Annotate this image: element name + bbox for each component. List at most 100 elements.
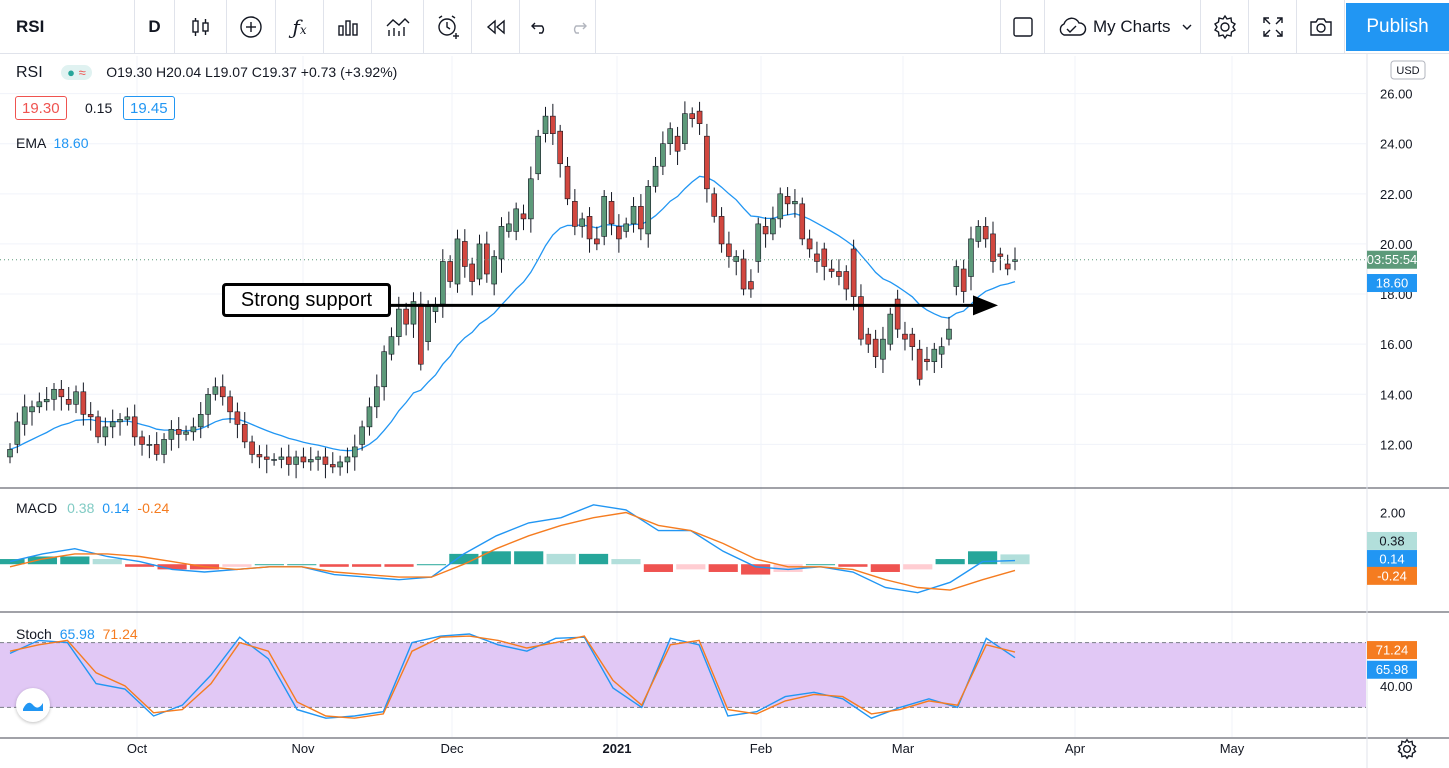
- bid-button[interactable]: 19.30: [15, 96, 67, 120]
- candle-body-68: [506, 223, 512, 232]
- interval-button[interactable]: D: [135, 0, 175, 53]
- candle-body-124: [916, 348, 923, 380]
- candle-body-122: [902, 333, 908, 340]
- candle-body-5: [43, 398, 50, 403]
- candle-body-127: [938, 346, 945, 355]
- publish-button[interactable]: Publish: [1346, 3, 1449, 51]
- candle-body-16: [124, 416, 131, 420]
- candle-body-51: [381, 351, 387, 388]
- macd-hist-bar-8: [254, 564, 284, 566]
- template-chart-icon: [386, 17, 409, 36]
- alert-button[interactable]: [424, 0, 472, 53]
- price-tick-label-7: 12.00: [1380, 437, 1413, 452]
- candle-body-118: [872, 338, 879, 357]
- candle-body-103: [762, 226, 769, 235]
- candle-body-104: [770, 218, 776, 235]
- candle-body-23: [175, 429, 182, 435]
- candle-body-28: [212, 386, 219, 395]
- candle-body-71: [528, 178, 534, 220]
- candle-body-0: [7, 449, 13, 458]
- candle-body-76: [564, 165, 571, 200]
- macd-hist-bar-19: [611, 559, 641, 565]
- candle-body-65: [484, 243, 490, 275]
- layout-button[interactable]: [1000, 0, 1045, 53]
- stoch-label: Stoch: [16, 626, 52, 642]
- candle-body-4: [36, 401, 43, 408]
- strong-support-label[interactable]: Strong support: [222, 283, 391, 317]
- candle-body-59: [440, 261, 446, 305]
- legend-status-badge[interactable]: ● ≈: [61, 65, 92, 80]
- candle-body-13: [102, 426, 109, 438]
- candle-body-111: [821, 248, 828, 267]
- candle-body-33: [249, 441, 255, 455]
- stoch-band: [0, 642, 1366, 708]
- ema-price-tag-text: 18.60: [1376, 276, 1409, 291]
- fullscreen-button[interactable]: [1249, 0, 1297, 53]
- my-charts-button[interactable]: My Charts: [1045, 0, 1201, 53]
- financials-button[interactable]: [324, 0, 372, 53]
- candle-body-92: [682, 113, 688, 145]
- plus-circle-icon: [240, 15, 262, 38]
- candle-body-46: [344, 456, 351, 463]
- macd-hist-bar-31: [1000, 554, 1030, 565]
- settings-button[interactable]: [1201, 0, 1249, 53]
- macd-hist-bar-15: [481, 551, 511, 565]
- candle-body-53: [395, 308, 402, 337]
- candle-body-101: [748, 281, 754, 290]
- candle-body-67: [498, 226, 505, 260]
- macd-hist-bar-24: [773, 564, 803, 572]
- stoch-d-value: 71.24: [102, 626, 138, 642]
- candle-body-96: [711, 193, 718, 217]
- redo-button[interactable]: [560, 0, 596, 53]
- candle-body-2: [21, 406, 28, 425]
- candle-body-32: [241, 424, 248, 443]
- ema-label: EMA: [16, 135, 46, 151]
- undo-button[interactable]: [520, 0, 560, 53]
- spread-value: 0.15: [85, 100, 113, 116]
- x-tick-label-5: Mar: [892, 741, 915, 756]
- templates-button[interactable]: [372, 0, 424, 53]
- ask-button[interactable]: 19.45: [123, 96, 175, 120]
- macd-hist-bar-10: [319, 564, 349, 567]
- macd-hist-bar-12: [384, 564, 414, 567]
- price-tick-label-2: 22.00: [1380, 187, 1413, 202]
- candle-body-44: [329, 464, 336, 468]
- candle-body-58: [432, 306, 439, 312]
- macd-hist-bar-23: [741, 564, 771, 575]
- tradingview-logo[interactable]: [16, 688, 50, 722]
- candle-body-56: [418, 303, 424, 365]
- snapshot-button[interactable]: [1297, 0, 1345, 53]
- stoch-d-tag-bg: [1367, 641, 1417, 660]
- macd-hist-tag-text: 0.38: [1379, 533, 1404, 548]
- compare-button[interactable]: [227, 0, 276, 53]
- candle-body-52: [388, 336, 395, 355]
- candle-body-17: [131, 416, 138, 438]
- macd-hist-bar-5: [157, 564, 187, 570]
- candle-body-30: [227, 396, 233, 413]
- candle-body-6: [51, 388, 57, 400]
- candle-body-60: [447, 261, 453, 282]
- indicators-button[interactable]: ƒx: [276, 0, 324, 53]
- chart-canvas[interactable]: 26.0024.0022.0020.0018.0016.0014.0012.00…: [0, 53, 1449, 768]
- chart-type-button[interactable]: [175, 0, 227, 53]
- axis-settings-button[interactable]: [1396, 738, 1418, 760]
- candle-body-87: [645, 186, 652, 235]
- candle-body-7: [58, 388, 65, 398]
- stoch-k-tag-text: 65.98: [1376, 662, 1409, 677]
- macd-signal-value: -0.24: [137, 500, 170, 516]
- macd-hist-bar-26: [838, 564, 868, 567]
- macd-signal-tag-bg: [1367, 566, 1417, 585]
- legend-ohlc: O19.30 H20.04 L19.07 C19.37 +0.73 (+3.92…: [106, 64, 398, 80]
- x-tick-label-7: May: [1220, 741, 1245, 756]
- replay-button[interactable]: [472, 0, 520, 53]
- candle-body-42: [315, 456, 321, 460]
- candle-body-113: [836, 271, 842, 277]
- macd-hist-bar-1: [27, 556, 58, 565]
- candle-body-15: [117, 419, 123, 423]
- function-icon: ƒx: [292, 14, 307, 39]
- symbol-search-button[interactable]: RSI: [0, 0, 135, 53]
- candle-body-106: [784, 196, 791, 205]
- candle-body-130: [960, 268, 967, 292]
- candle-body-100: [740, 258, 747, 290]
- candle-body-81: [601, 196, 607, 237]
